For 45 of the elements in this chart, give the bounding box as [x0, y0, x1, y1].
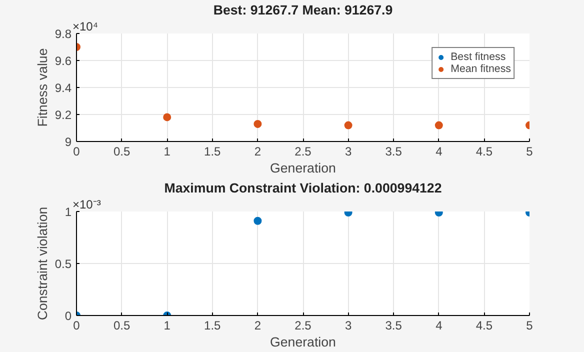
- x-tick-label: 0: [73, 318, 80, 332]
- y-tick-label: 1: [64, 205, 72, 219]
- x-tick-label: 2: [254, 144, 262, 158]
- x-tick-label: 1.5: [204, 318, 222, 332]
- x-tick-label: 1: [164, 144, 171, 158]
- annotation: ×10⁴: [72, 20, 98, 34]
- point: [434, 121, 443, 130]
- x-tick-label: 4.5: [476, 144, 493, 158]
- y-tick-label: 9.2: [54, 108, 72, 122]
- x-tick-label: 2: [254, 318, 262, 332]
- x-tick-label: 0: [73, 144, 80, 158]
- x-tick-label: 5: [526, 318, 534, 332]
- annotation: ×10⁻³: [72, 198, 101, 212]
- x-tick-label: 3: [344, 318, 352, 332]
- x-tick-label: 1.5: [204, 144, 222, 158]
- legend-label: Best fitness: [450, 51, 506, 63]
- chart-title: Best: 91267.7 Mean: 91267.9: [213, 2, 393, 18]
- x-tick-label: 4: [436, 318, 443, 332]
- x-tick-label: 5: [526, 144, 534, 158]
- x-tick-label: 2.5: [294, 144, 312, 158]
- x-tick-label: 0.5: [113, 144, 130, 158]
- x-tick-label: 4: [436, 144, 443, 158]
- x-tick-label: 4.5: [476, 318, 493, 332]
- point: [254, 216, 262, 225]
- x-axis-title: Generation: [270, 334, 336, 350]
- point: [254, 120, 262, 128]
- y-axis-title: Constraint violation: [34, 206, 50, 320]
- x-tick-label: 3: [344, 144, 352, 158]
- point: [344, 121, 352, 130]
- x-tick-label: 0.5: [113, 318, 130, 332]
- x-tick-label: 1: [164, 318, 171, 332]
- y-tick-label: 9: [64, 135, 72, 149]
- y-tick-label: 9.8: [54, 27, 72, 41]
- legend-label: Mean fitness: [450, 63, 511, 75]
- x-tick-label: 3.5: [385, 318, 402, 332]
- chart-title: Maximum Constraint Violation: 0.000994122: [164, 180, 442, 196]
- x-tick-label: 3.5: [385, 144, 402, 158]
- y-tick-label: 9.4: [54, 81, 72, 95]
- y-tick-label: 9.6: [54, 54, 72, 68]
- y-tick-label: 0.5: [54, 257, 72, 271]
- point: [163, 113, 172, 122]
- x-tick-label: 2.5: [294, 318, 312, 332]
- y-axis-title: Fitness value: [34, 48, 50, 127]
- y-tick-label: 0: [64, 309, 72, 323]
- x-axis-title: Generation: [270, 160, 336, 176]
